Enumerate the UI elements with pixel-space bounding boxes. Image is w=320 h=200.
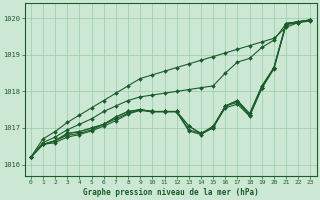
X-axis label: Graphe pression niveau de la mer (hPa): Graphe pression niveau de la mer (hPa): [83, 188, 259, 197]
